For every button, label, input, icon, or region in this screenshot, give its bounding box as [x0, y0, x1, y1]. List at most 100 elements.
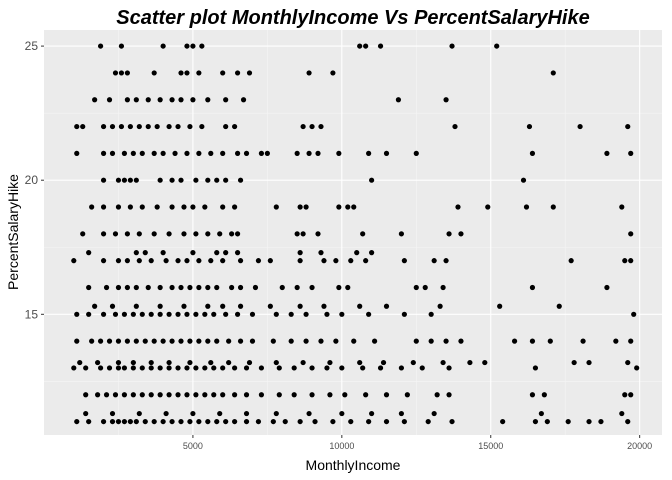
data-point	[273, 311, 279, 317]
data-point	[258, 150, 265, 156]
data-point	[163, 410, 169, 417]
data-point	[157, 97, 163, 103]
data-point	[580, 338, 586, 344]
data-point	[243, 392, 250, 398]
data-point	[234, 311, 241, 317]
data-point	[229, 231, 235, 237]
data-point	[529, 150, 536, 156]
data-point	[631, 311, 637, 317]
data-point	[446, 392, 452, 398]
data-point	[193, 311, 199, 317]
data-point	[550, 70, 556, 76]
data-point	[220, 258, 226, 264]
data-point	[556, 303, 562, 309]
data-point	[449, 43, 455, 49]
data-point	[511, 338, 518, 344]
data-point	[139, 204, 145, 210]
data-point	[124, 231, 130, 237]
data-point	[127, 177, 133, 183]
data-point	[446, 365, 452, 371]
data-point	[440, 284, 446, 291]
data-point	[100, 204, 107, 210]
data-point	[586, 418, 592, 425]
data-point	[100, 258, 107, 264]
data-point	[190, 43, 196, 49]
data-point	[291, 392, 297, 398]
data-point	[184, 392, 190, 398]
data-point	[130, 359, 136, 366]
data-point	[377, 43, 384, 49]
data-point	[109, 303, 116, 309]
data-point	[190, 97, 196, 103]
data-point	[145, 123, 151, 130]
data-point	[100, 150, 107, 156]
data-point	[74, 418, 80, 425]
data-point	[187, 123, 193, 130]
data-point	[357, 359, 363, 366]
data-point	[434, 392, 440, 398]
data-point	[309, 392, 315, 398]
data-point	[178, 97, 184, 103]
data-point	[187, 418, 193, 425]
data-point	[303, 338, 309, 344]
data-point	[234, 150, 241, 156]
data-point	[124, 258, 130, 264]
data-point	[199, 123, 205, 130]
data-point	[133, 177, 139, 183]
data-point	[523, 204, 530, 210]
data-point	[136, 410, 142, 417]
data-point	[169, 338, 175, 344]
data-point	[175, 258, 181, 264]
data-point	[109, 123, 116, 130]
data-point	[121, 150, 128, 156]
data-point	[297, 418, 303, 425]
data-point	[628, 258, 634, 264]
data-point	[136, 258, 142, 264]
data-point	[136, 123, 142, 130]
data-point	[220, 70, 226, 76]
data-point	[148, 258, 154, 264]
data-point	[208, 258, 214, 264]
data-point	[86, 284, 92, 291]
data-point	[100, 177, 107, 183]
data-point	[369, 410, 375, 417]
data-point	[148, 311, 154, 317]
data-point	[133, 284, 139, 291]
data-point	[336, 150, 342, 156]
data-point	[369, 177, 375, 183]
data-point	[151, 150, 157, 156]
data-point	[214, 338, 220, 344]
data-point	[118, 70, 125, 76]
data-point	[136, 231, 142, 237]
data-point	[130, 150, 136, 156]
x-tick-label: 15000	[478, 441, 503, 451]
data-point	[273, 359, 279, 366]
data-point	[169, 418, 175, 425]
data-point	[220, 204, 226, 210]
data-point	[568, 258, 574, 264]
data-point	[273, 410, 279, 417]
data-point	[232, 418, 238, 425]
data-point	[148, 359, 154, 366]
data-point	[205, 338, 211, 344]
data-point	[351, 204, 357, 210]
data-point	[229, 284, 235, 291]
data-point	[196, 150, 202, 156]
data-point	[74, 150, 80, 156]
data-point	[270, 418, 276, 425]
data-point	[598, 418, 604, 425]
data-point	[133, 418, 139, 425]
data-point	[148, 365, 154, 371]
data-point	[71, 365, 77, 371]
y-tick-label: 20	[25, 173, 39, 187]
data-point	[86, 418, 92, 425]
data-point	[380, 359, 387, 366]
data-point	[288, 311, 294, 317]
data-point	[181, 303, 187, 309]
data-point	[544, 418, 550, 425]
data-point	[115, 258, 122, 264]
data-point	[330, 418, 336, 425]
data-point	[92, 303, 98, 309]
data-point	[97, 43, 104, 49]
